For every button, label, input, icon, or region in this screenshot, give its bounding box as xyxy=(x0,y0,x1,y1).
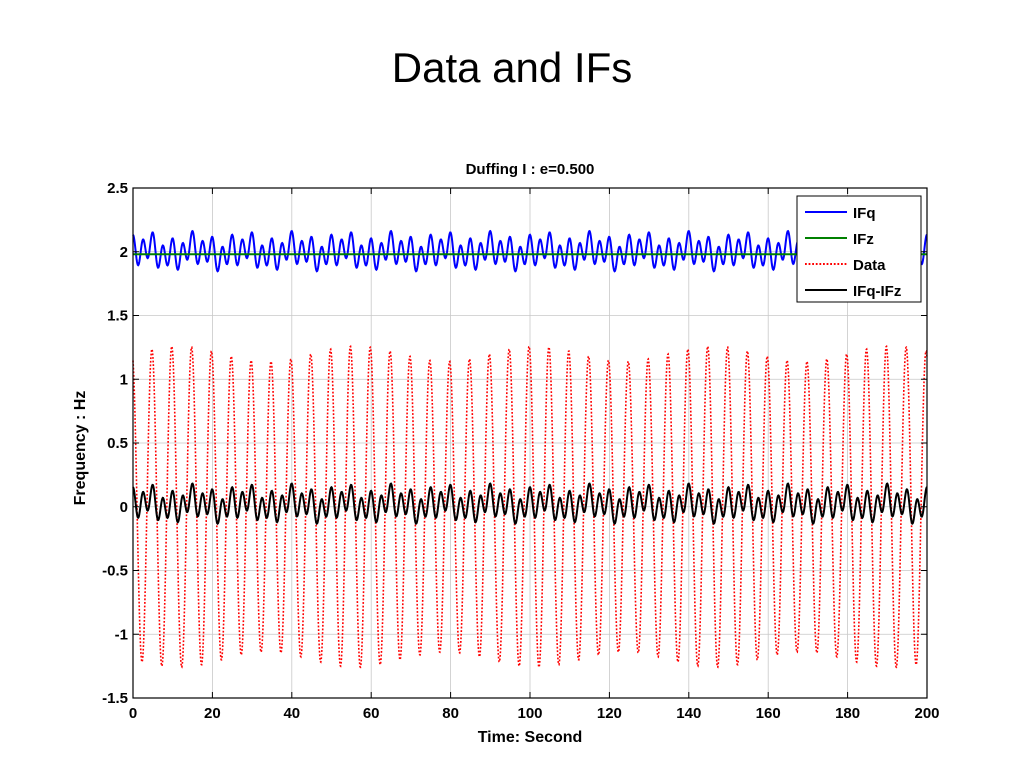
plot-series xyxy=(132,229,928,669)
ticks xyxy=(132,187,928,699)
x-tick-labels: 0 20 40 60 80 100 120 140 160 180 200 xyxy=(129,705,940,722)
x-tick-label: 40 xyxy=(283,705,300,722)
x-tick-label: 180 xyxy=(835,705,860,722)
y-tick-labels: -1.5 -1 -0.5 0 0.5 1 1.5 2 2.5 xyxy=(102,180,128,707)
y-tick-label: -0.5 xyxy=(102,563,128,580)
x-tick-label: 80 xyxy=(442,705,459,722)
x-tick-label: 200 xyxy=(914,705,939,722)
series-ifq-ifz xyxy=(132,482,928,526)
legend-entries: IFq IFz Data IFq-IFz xyxy=(805,205,901,300)
y-axis-label: Frequency : Hz xyxy=(72,391,89,506)
y-tick-label: 2 xyxy=(120,244,128,261)
y-tick-label: -1 xyxy=(115,626,128,643)
x-tick-label: 20 xyxy=(204,705,221,722)
legend-box xyxy=(796,195,922,303)
x-tick-label: 60 xyxy=(363,705,380,722)
y-tick-label: 2.5 xyxy=(107,180,128,197)
y-tick-label: 1 xyxy=(120,371,128,388)
y-tick-label: 0 xyxy=(120,499,128,516)
x-tick-label: 120 xyxy=(597,705,622,722)
legend-label: IFq xyxy=(853,205,876,222)
x-tick-label: 140 xyxy=(676,705,701,722)
series-ifq xyxy=(132,229,928,273)
x-axis-label: Time: Second xyxy=(478,729,583,746)
y-tick-label: 1.5 xyxy=(107,308,128,325)
series-data xyxy=(132,345,928,669)
x-tick-label: 160 xyxy=(756,705,781,722)
legend-label: Data xyxy=(853,257,886,274)
slide-title: Data and IFs xyxy=(391,44,633,91)
legend-label: IFz xyxy=(853,231,874,248)
y-tick-label: -1.5 xyxy=(102,690,128,707)
y-tick-label: 0.5 xyxy=(107,435,128,452)
x-tick-label: 100 xyxy=(517,705,542,722)
legend-label: IFq-IFz xyxy=(853,283,901,300)
x-tick-label: 0 xyxy=(129,705,137,722)
chart-title: Duffing I : e=0.500 xyxy=(466,161,595,178)
legend: IFq IFz Data IFq-IFz xyxy=(796,195,922,303)
